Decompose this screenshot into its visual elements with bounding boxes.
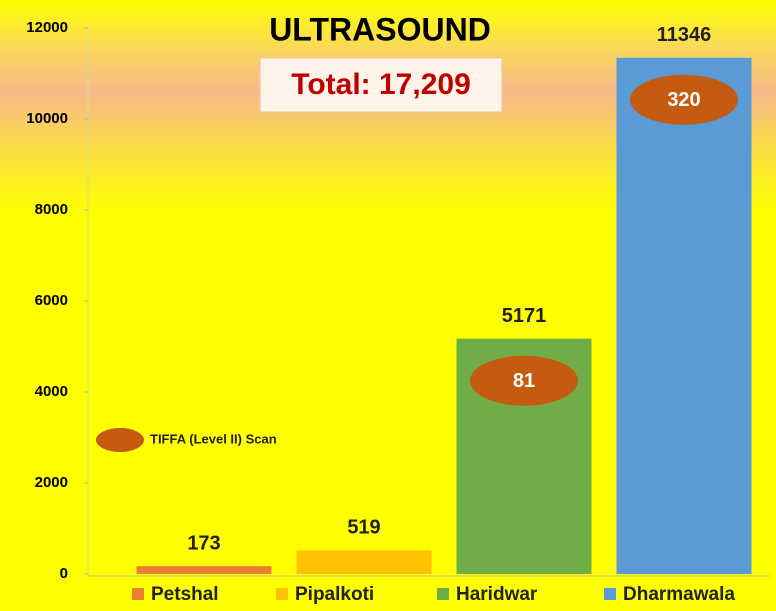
data-label: 173 xyxy=(187,532,220,554)
legend-label: Petshal xyxy=(151,584,219,605)
y-tick-label: 10000 xyxy=(26,110,68,127)
chart-title: ULTRASOUND xyxy=(269,11,491,47)
legend-label: Haridwar xyxy=(456,584,538,605)
tiffa-legend-marker xyxy=(96,428,144,452)
data-label: 5171 xyxy=(502,305,547,327)
tiffa-marker xyxy=(470,355,578,406)
legend-swatch xyxy=(132,588,144,600)
bar xyxy=(296,550,432,574)
legend-swatch xyxy=(604,588,616,600)
y-tick-label: 6000 xyxy=(35,292,68,309)
data-label: 519 xyxy=(347,517,380,539)
legend-swatch xyxy=(276,588,288,600)
tiffa-label: 81 xyxy=(513,370,535,392)
legend-label: Dharmawala xyxy=(623,584,735,605)
legend-swatch xyxy=(437,588,449,600)
tiffa-legend-label: TIFFA (Level II) Scan xyxy=(150,431,277,446)
legend-label: Pipalkoti xyxy=(295,584,374,605)
y-tick-label: 2000 xyxy=(35,474,68,491)
tiffa-label: 320 xyxy=(667,89,700,111)
tiffa-marker xyxy=(630,74,738,125)
y-tick-label: 12000 xyxy=(26,19,68,36)
y-tick-label: 4000 xyxy=(35,383,68,400)
bar xyxy=(136,566,272,574)
y-tick-label: 0 xyxy=(60,565,68,582)
data-label: 11346 xyxy=(657,24,712,46)
bar xyxy=(616,57,752,574)
annotation: Total: 17,209 xyxy=(291,68,471,101)
y-tick-label: 8000 xyxy=(35,201,68,218)
annotation-box xyxy=(259,57,503,113)
